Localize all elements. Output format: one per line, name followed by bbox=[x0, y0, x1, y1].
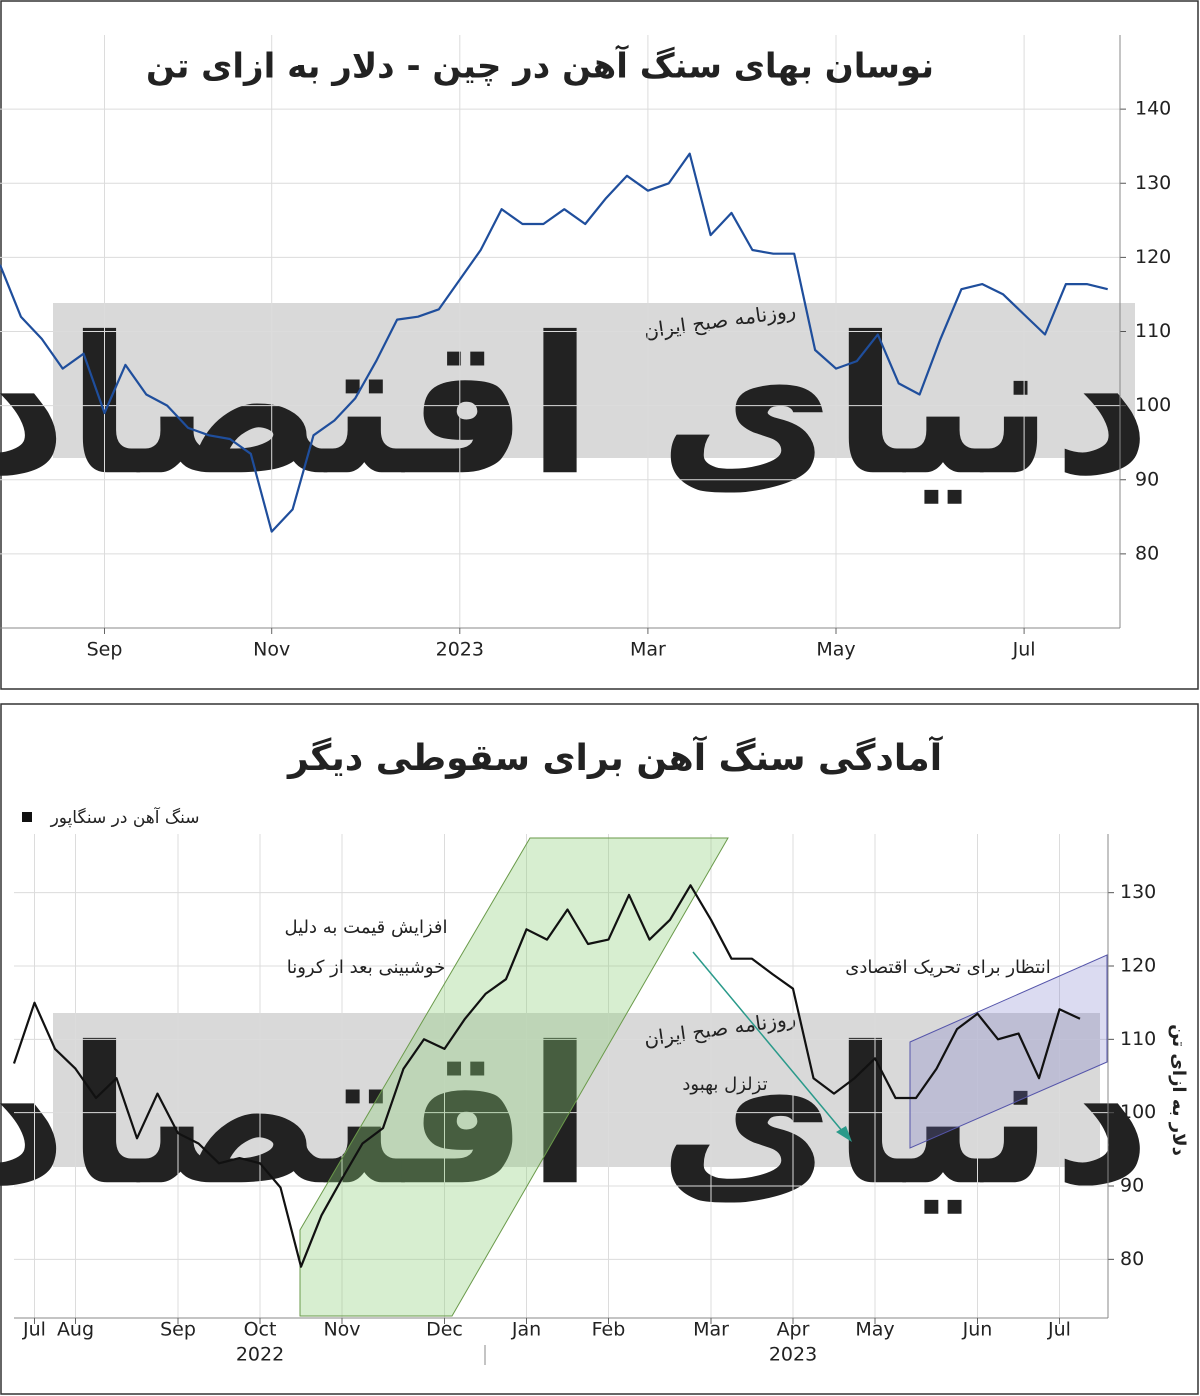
x-tick-label: Dec bbox=[426, 1319, 463, 1341]
y-tick-label: 80 bbox=[1135, 542, 1159, 564]
y-axis-label: دلار به ازای تن bbox=[1168, 1024, 1189, 1156]
y-tick-label: 120 bbox=[1120, 955, 1156, 977]
x-tick-label: Sep bbox=[160, 1319, 196, 1341]
x-tick-label: May bbox=[816, 639, 855, 661]
watermark-brand: دنیای اقتصاد bbox=[0, 1006, 1151, 1227]
x-year-label: 2022 bbox=[236, 1344, 284, 1366]
legend-swatch bbox=[22, 812, 32, 822]
watermark-brand: دنیای اقتصاد bbox=[0, 296, 1151, 517]
price-line bbox=[12, 884, 1081, 1268]
y-tick-label: 100 bbox=[1120, 1101, 1156, 1123]
y-tick-label: 130 bbox=[1135, 172, 1171, 194]
watermark-band bbox=[53, 303, 1135, 458]
x-tick-label: Jul bbox=[22, 1319, 46, 1341]
x-tick-label: Aug bbox=[57, 1319, 94, 1341]
y-tick-label: 120 bbox=[1135, 246, 1171, 268]
x-tick-label: Jan bbox=[511, 1319, 541, 1341]
x-tick-label: Nov bbox=[253, 639, 290, 661]
chart-frame bbox=[0, 0, 1199, 690]
x-tick-label: Apr bbox=[777, 1319, 810, 1341]
price-line bbox=[0, 152, 1108, 533]
x-tick-label: Sep bbox=[87, 639, 123, 661]
x-tick-label: Jun bbox=[962, 1319, 993, 1341]
chart-frame bbox=[0, 703, 1199, 1395]
x-tick-label: 2023 bbox=[436, 639, 484, 661]
y-tick-label: 140 bbox=[1135, 98, 1171, 120]
x-year-label: 2023 bbox=[769, 1344, 817, 1366]
annotation: انتظار برای تحریک اقتصادی bbox=[845, 957, 1051, 978]
chart-title: نوسان بهای سنگ آهن در چین - دلار به ازای… bbox=[146, 45, 934, 87]
x-tick-label: Mar bbox=[630, 639, 666, 661]
y-tick-label: 130 bbox=[1120, 881, 1156, 903]
annotation: افزایش قیمت به دلیل bbox=[284, 917, 447, 938]
x-tick-label: Jul bbox=[1047, 1319, 1071, 1341]
x-tick-label: Mar bbox=[693, 1319, 729, 1341]
x-tick-label: Nov bbox=[323, 1319, 360, 1341]
y-tick-label: 90 bbox=[1135, 468, 1159, 490]
x-tick-label: May bbox=[855, 1319, 894, 1341]
y-tick-label: 110 bbox=[1135, 320, 1171, 342]
trend-band bbox=[299, 837, 729, 1317]
x-tick-label: Oct bbox=[244, 1319, 277, 1341]
x-tick-label: Jul bbox=[1012, 639, 1036, 661]
y-tick-label: 90 bbox=[1120, 1175, 1144, 1197]
arrow-head bbox=[836, 1126, 852, 1142]
x-tick-label: Feb bbox=[592, 1319, 626, 1341]
chart-title: آمادگی سنگ آهن برای سقوطی دیگر bbox=[286, 735, 944, 779]
y-tick-label: 80 bbox=[1120, 1248, 1144, 1270]
annotation: تزلزل بهبود bbox=[682, 1074, 767, 1095]
legend-label: سنگ آهن در سنگاپور bbox=[50, 806, 200, 828]
annotation: خوشبینی بعد از کرونا bbox=[287, 957, 446, 978]
y-tick-label: 100 bbox=[1135, 394, 1171, 416]
trend-channel bbox=[909, 954, 1108, 1149]
y-tick-label: 110 bbox=[1120, 1028, 1156, 1050]
arrow bbox=[692, 951, 849, 1139]
